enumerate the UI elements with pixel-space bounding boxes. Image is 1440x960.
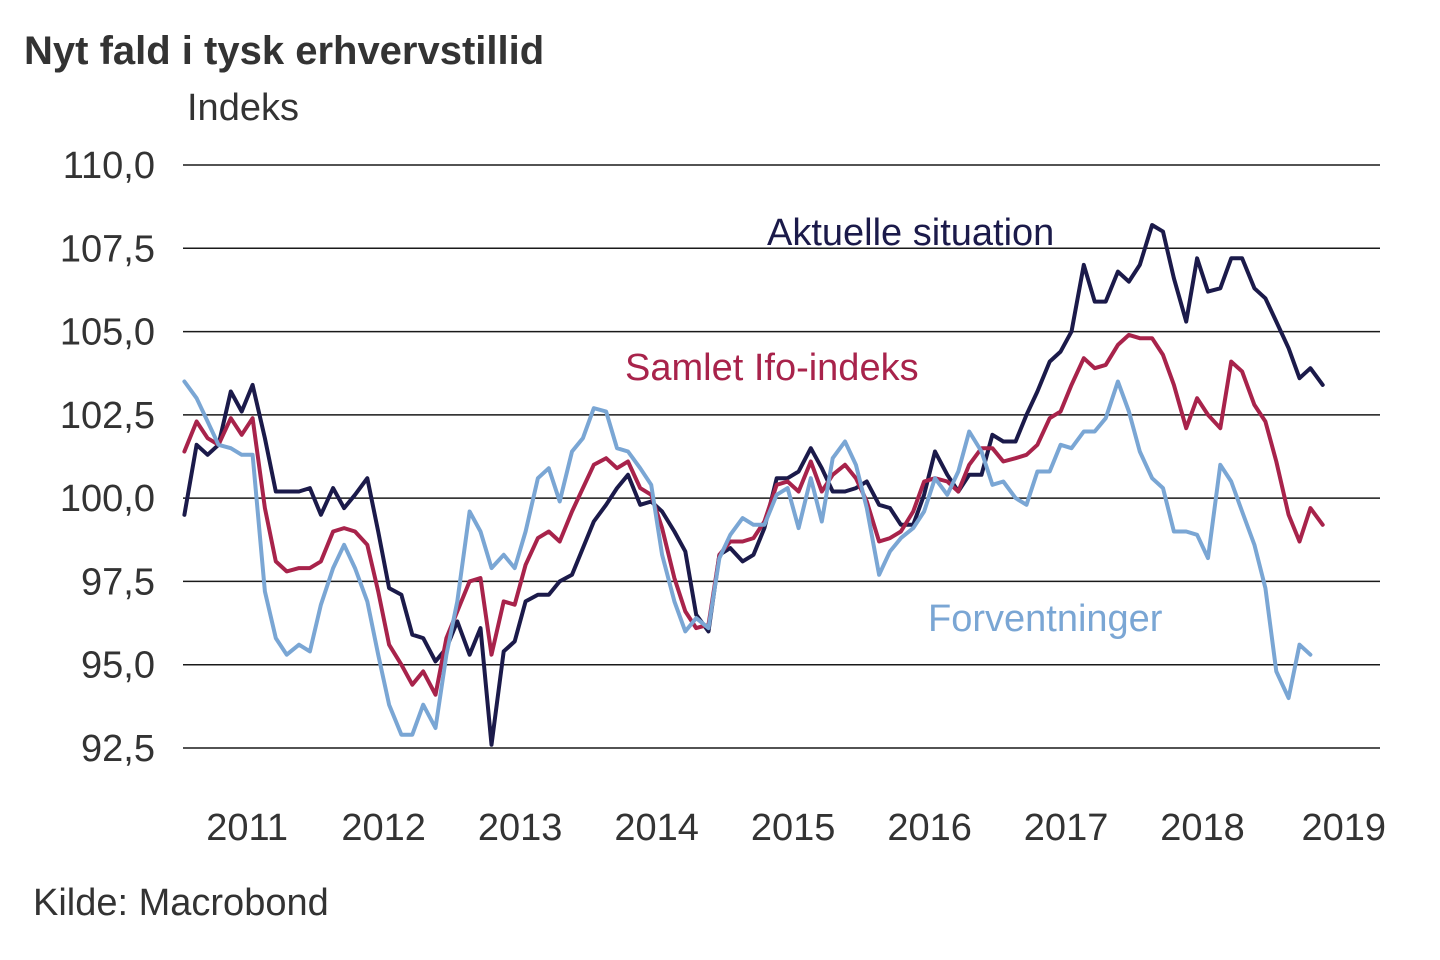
x-tick-label: 2016 bbox=[887, 807, 972, 849]
y-tick-label: 97,5 bbox=[81, 561, 155, 603]
y-tick-label: 102,5 bbox=[60, 395, 155, 437]
chart-title: Nyt fald i tysk erhvervstillid bbox=[24, 29, 544, 73]
y-tick-label: 105,0 bbox=[60, 312, 155, 354]
x-tick-label: 2012 bbox=[341, 807, 426, 849]
y-tick-label: 100,0 bbox=[60, 478, 155, 520]
x-tick-label: 2013 bbox=[478, 807, 563, 849]
y-axis-ticks: 110,0 107,5 105,0 102,5 100,0 97,5 95,0 92,5 bbox=[60, 145, 155, 770]
series-label-forventninger: Forventninger bbox=[928, 598, 1163, 640]
source-note: Kilde: Macrobond bbox=[33, 882, 329, 924]
x-tick-label: 2017 bbox=[1024, 807, 1109, 849]
x-tick-label: 2019 bbox=[1301, 807, 1386, 849]
series-line-forventninger bbox=[182, 379, 1313, 737]
x-tick-label: 2014 bbox=[614, 807, 699, 849]
series-line-samlet-ifo-indeks bbox=[182, 332, 1325, 697]
x-tick-label: 2018 bbox=[1160, 807, 1245, 849]
x-axis-ticks: 2011 2012 2013 2014 2015 2016 2017 2018 2019 bbox=[206, 807, 1386, 849]
series-lines bbox=[182, 223, 1325, 747]
y-tick-label: 110,0 bbox=[63, 145, 155, 187]
y-tick-label: 107,5 bbox=[60, 228, 155, 270]
y-axis-unit-label: Indeks bbox=[187, 87, 299, 129]
series-label-aktuelle-situation: Aktuelle situation bbox=[767, 212, 1054, 254]
y-tick-label: 92,5 bbox=[81, 728, 155, 770]
series-line-aktuelle-situation bbox=[182, 223, 1325, 747]
y-tick-label: 95,0 bbox=[81, 645, 155, 687]
x-tick-label: 2015 bbox=[751, 807, 836, 849]
x-tick-label: 2011 bbox=[206, 807, 288, 849]
gridlines bbox=[183, 164, 1380, 749]
series-label-samlet-ifo-indeks: Samlet Ifo-indeks bbox=[625, 347, 919, 389]
